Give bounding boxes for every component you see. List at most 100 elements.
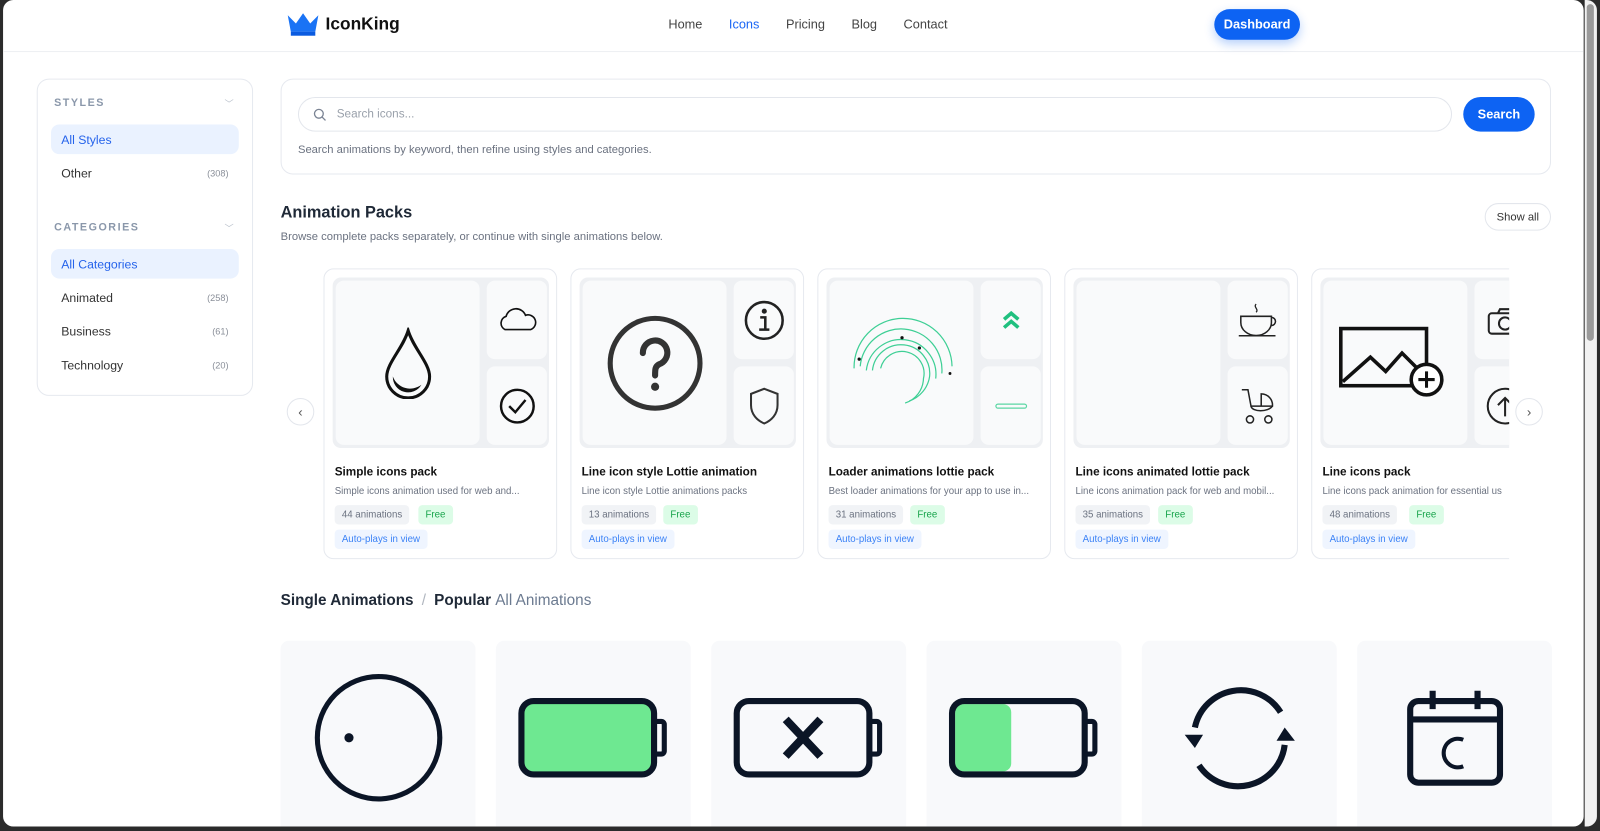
dashboard-button[interactable]: Dashboard: [1214, 9, 1300, 40]
pack-preview: [579, 277, 796, 448]
style-other[interactable]: Other (308): [51, 158, 239, 188]
battery-half-icon: [948, 697, 1097, 778]
item-label: Other: [61, 165, 92, 181]
autoplay-badge: Auto-plays in view: [1075, 529, 1168, 549]
clock-circle-icon: [314, 673, 442, 802]
animation-tile[interactable]: [280, 640, 476, 827]
chevron-down-icon[interactable]: ﹀: [224, 223, 234, 234]
blank-preview: [1076, 280, 1221, 445]
pack-title: Line icons pack: [1322, 466, 1411, 479]
price-badge: Free: [910, 505, 945, 525]
filter-sidebar: STYLES ﹀ All Styles Other (308) CATEGORIE…: [36, 78, 254, 396]
animation-tile[interactable]: [495, 640, 691, 827]
breadcrumb-single-animations[interactable]: Single Animations: [280, 591, 414, 610]
double-chevron-up-icon: [1002, 310, 1020, 329]
breadcrumb: Single Animations / Popular All Animatio…: [281, 592, 592, 609]
animation-count-badge: 13 animations: [581, 505, 657, 525]
autoplay-badge: Auto-plays in view: [828, 529, 921, 549]
info-circle-icon: [744, 300, 784, 340]
animation-count-badge: 35 animations: [1075, 505, 1151, 525]
pack-title: Line icons animated lottie pack: [1075, 466, 1250, 479]
pack-title: Loader animations lottie pack: [828, 466, 995, 479]
item-count: (61): [212, 326, 229, 337]
pack-desc: Simple icons animation used for web and.…: [334, 485, 520, 497]
carousel-next-button[interactable]: ›: [1515, 397, 1543, 426]
animation-tile[interactable]: [1141, 640, 1337, 827]
page-scrollbar[interactable]: [1584, 0, 1597, 827]
animation-count-badge: 44 animations: [334, 505, 410, 525]
breadcrumb-all-animations[interactable]: All Animations: [495, 591, 592, 610]
item-label: All Styles: [61, 132, 112, 147]
item-label: Animated: [61, 290, 113, 305]
pack-desc: Line icon style Lottie animations packs: [581, 485, 748, 497]
scrollbar-thumb[interactable]: [1586, 4, 1594, 341]
pack-desc: Line icons animation pack for web and mo…: [1075, 485, 1275, 497]
category-animated[interactable]: Animated (258): [51, 283, 239, 313]
check-circle-icon: [499, 388, 535, 424]
pack-preview: [1073, 277, 1290, 448]
search-input[interactable]: Search icons...: [297, 96, 1453, 132]
price-badge: Free: [418, 505, 453, 525]
animation-count-badge: 48 animations: [1322, 505, 1398, 525]
image-add-icon: [1338, 326, 1444, 397]
search-icon: [313, 108, 326, 121]
animation-tile[interactable]: [926, 640, 1122, 827]
item-label: All Categories: [61, 256, 138, 271]
show-all-button[interactable]: Show all: [1484, 203, 1552, 231]
baby-stroller-icon: [1241, 388, 1273, 424]
coffee-cup-icon: [1238, 303, 1276, 336]
refresh-icon: [1184, 687, 1295, 790]
category-technology[interactable]: Technology (20): [51, 350, 239, 380]
search-button[interactable]: Search: [1463, 96, 1535, 132]
item-label: Business: [61, 323, 111, 339]
price-badge: Free: [1158, 505, 1193, 525]
animation-tile[interactable]: [1357, 640, 1553, 827]
logo[interactable]: IconKing: [287, 12, 400, 36]
upload-icon: [1486, 387, 1510, 424]
categories-heading: CATEGORIES: [54, 221, 140, 234]
category-business[interactable]: Business (61): [51, 316, 239, 346]
crown-icon: [287, 13, 319, 36]
item-count: (258): [207, 292, 229, 303]
nav-icons[interactable]: Icons: [728, 17, 760, 32]
chevron-left-icon: ‹: [298, 404, 303, 420]
nav-pricing[interactable]: Pricing: [785, 17, 825, 32]
packs-carousel: Simple icons pack Simple icons animation…: [323, 265, 1510, 566]
main-nav: Home Icons Pricing Blog Contact: [668, 17, 947, 31]
camera-icon: [1487, 307, 1510, 335]
style-all[interactable]: All Styles: [51, 124, 239, 155]
packs-title: Animation Packs: [280, 204, 413, 222]
progress-bar-icon: [994, 402, 1027, 409]
battery-error-icon: [733, 697, 882, 778]
pack-preview: [1320, 277, 1510, 448]
item-label: Technology: [61, 357, 124, 372]
breadcrumb-popular[interactable]: Popular: [434, 591, 492, 610]
pack-card[interactable]: Simple icons pack Simple icons animation…: [323, 268, 558, 560]
styles-heading: STYLES: [54, 96, 105, 110]
animation-tile[interactable]: [711, 640, 907, 827]
pack-title: Simple icons pack: [334, 466, 438, 479]
cloud-icon: [499, 307, 536, 330]
question-circle-icon: [607, 315, 703, 411]
chevron-down-icon[interactable]: ﹀: [224, 98, 234, 110]
pack-title: Line icon style Lottie animation: [581, 466, 758, 479]
pack-preview: [826, 277, 1043, 448]
pack-desc: Best loader animations for your app to u…: [828, 485, 1030, 497]
nav-home[interactable]: Home: [668, 17, 703, 32]
nav-contact[interactable]: Contact: [903, 17, 948, 32]
calendar-icon: [1406, 690, 1503, 786]
pack-card[interactable]: Line icons pack Line icons pack animatio…: [1311, 268, 1510, 560]
shield-icon: [749, 387, 779, 425]
pack-card[interactable]: Loader animations lottie pack Best loade…: [817, 268, 1052, 560]
autoplay-badge: Auto-plays in view: [334, 529, 428, 549]
brand-name: IconKing: [325, 14, 400, 34]
carousel-prev-button[interactable]: ‹: [286, 397, 315, 426]
nav-blog[interactable]: Blog: [851, 17, 878, 32]
category-all[interactable]: All Categories: [51, 248, 239, 279]
pack-card[interactable]: Line icons animated lottie pack Line ico…: [1064, 268, 1298, 560]
search-hint: Search animations by keyword, then refin…: [297, 143, 652, 157]
pack-card[interactable]: Line icon style Lottie animation Line ic…: [570, 268, 805, 560]
item-count: (308): [207, 167, 229, 179]
autoplay-badge: Auto-plays in view: [1322, 529, 1415, 549]
browser-window: IconKing Home Icons Pricing Blog Contact…: [3, 0, 1584, 827]
